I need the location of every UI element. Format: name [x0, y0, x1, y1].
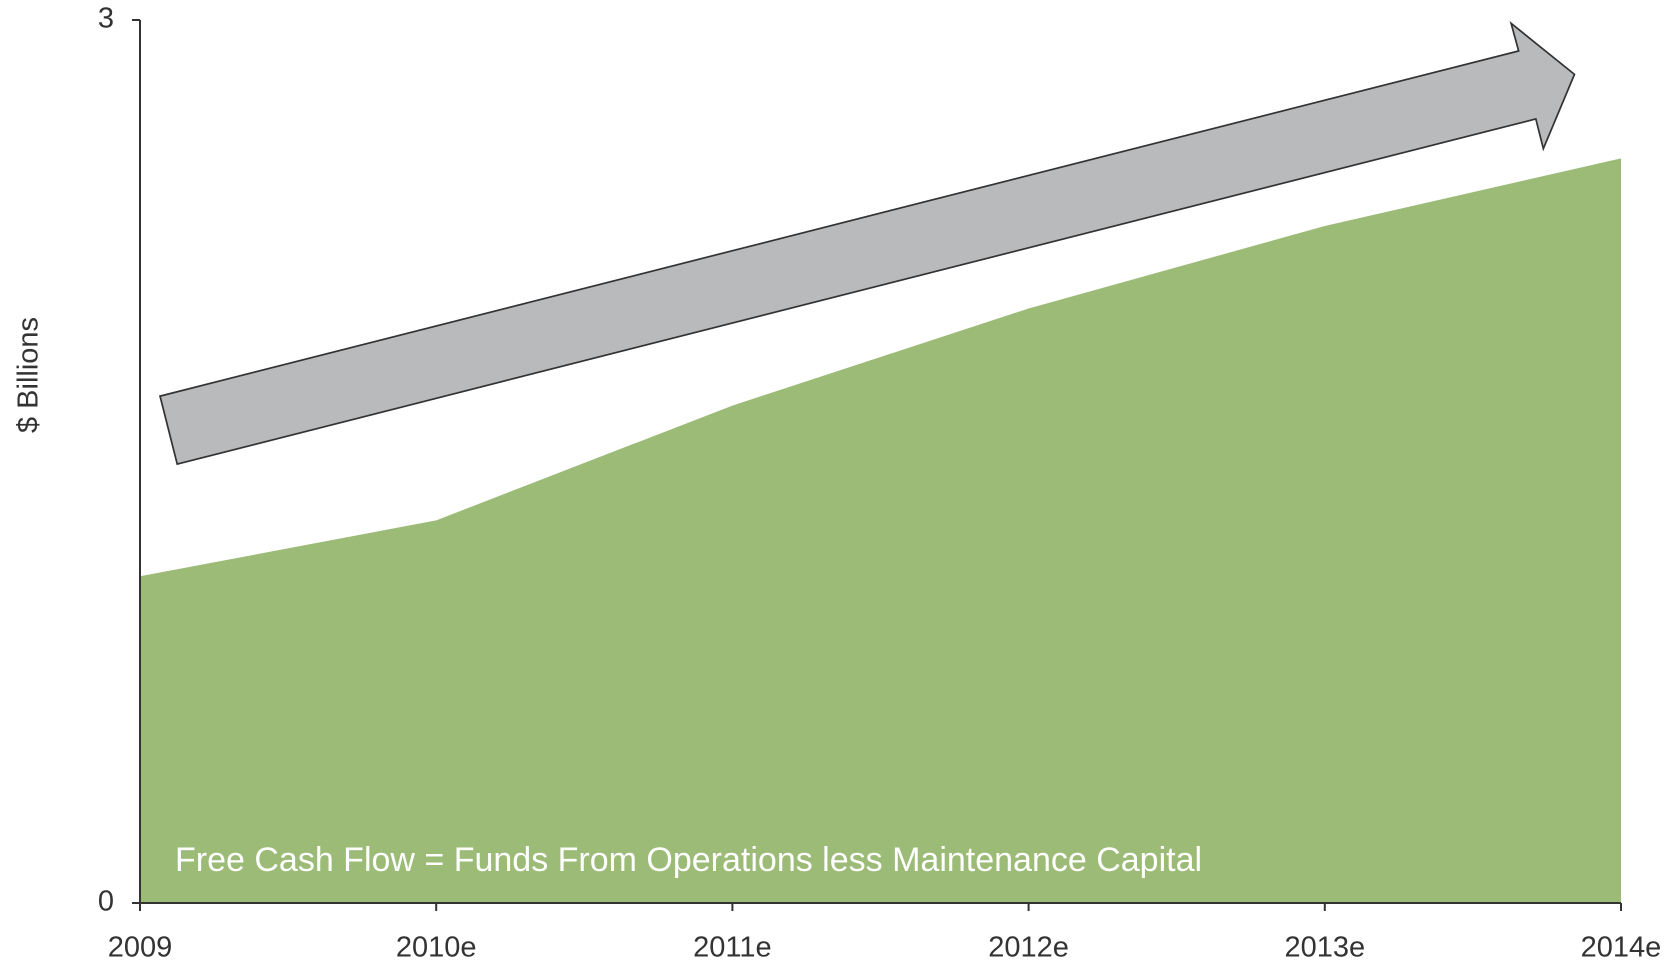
- x-tick-label: 2014e: [1581, 932, 1662, 964]
- x-tick-label: 2011e: [693, 932, 772, 964]
- area: [140, 158, 1621, 903]
- x-tick-label: 2009: [108, 932, 173, 964]
- y-tick-label: 0: [98, 886, 114, 918]
- x-tick-label: 2010e: [396, 932, 477, 964]
- x-tick-label: 2012e: [988, 932, 1069, 964]
- y-axis-label: $ Billions: [13, 317, 45, 433]
- trend-arrow: [158, 21, 1576, 466]
- y-tick-label: 3: [98, 3, 114, 35]
- x-tick-label: 2013e: [1284, 932, 1365, 964]
- annotation: Free Cash Flow = Funds From Operations l…: [175, 841, 1202, 879]
